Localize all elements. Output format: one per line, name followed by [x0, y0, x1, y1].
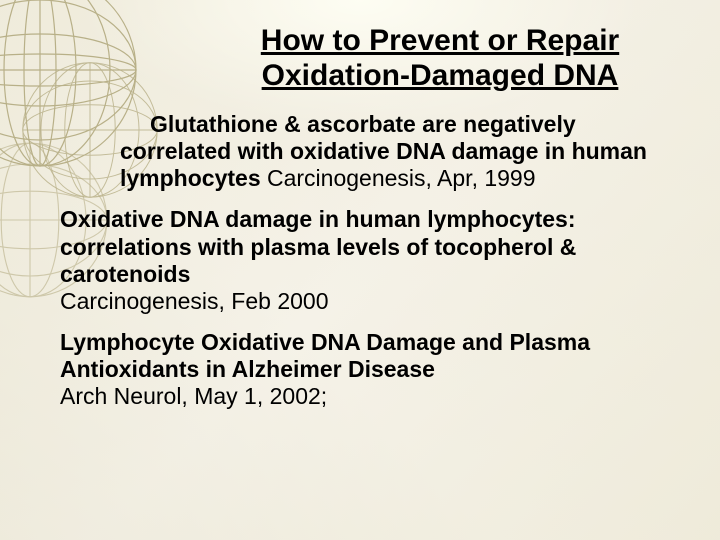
citation-source: Carcinogenesis, Apr, 1999: [261, 165, 536, 191]
citation-entry: Oxidative DNA damage in human lymphocyte…: [60, 206, 680, 315]
slide-title: How to Prevent or Repair Oxidation-Damag…: [200, 24, 680, 93]
citation-title: Lymphocyte Oxidative DNA Damage and Plas…: [60, 329, 590, 382]
title-line-2: Oxidation-Damaged DNA: [262, 59, 619, 92]
citation-entry: Lymphocyte Oxidative DNA Damage and Plas…: [60, 329, 680, 410]
citation-source: Carcinogenesis, Feb 2000: [60, 288, 329, 314]
citation-source: Arch Neurol, May 1, 2002;: [60, 383, 327, 409]
citation-entry: Glutathione & ascorbate are negatively c…: [120, 111, 680, 192]
slide-content: How to Prevent or Repair Oxidation-Damag…: [0, 0, 720, 540]
title-line-1: How to Prevent or Repair: [261, 24, 619, 57]
citation-title: Oxidative DNA damage in human lymphocyte…: [60, 206, 576, 286]
